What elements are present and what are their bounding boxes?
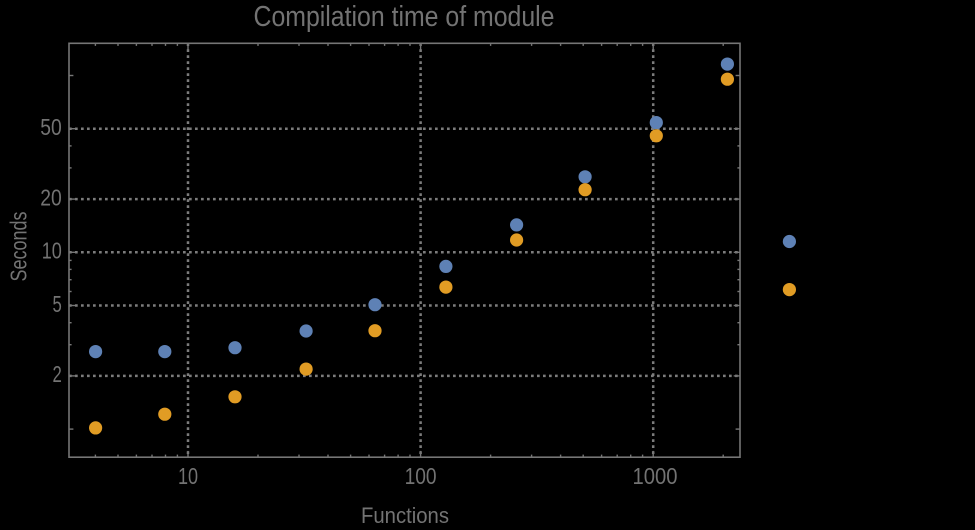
svg-text:10: 10	[178, 463, 198, 489]
svg-text:Functions: Functions	[361, 503, 449, 525]
svg-text:5: 5	[53, 291, 62, 317]
svg-text:50: 50	[40, 114, 62, 140]
svg-text:10: 10	[42, 238, 62, 264]
svg-text:20: 20	[40, 184, 62, 210]
svg-text:1000: 1000	[633, 463, 678, 489]
svg-text:Compilation time of module: Compilation time of module	[254, 1, 555, 33]
svg-text:100: 100	[405, 463, 437, 489]
svg-text:Seconds: Seconds	[6, 212, 32, 282]
svg-text:2: 2	[53, 361, 62, 387]
